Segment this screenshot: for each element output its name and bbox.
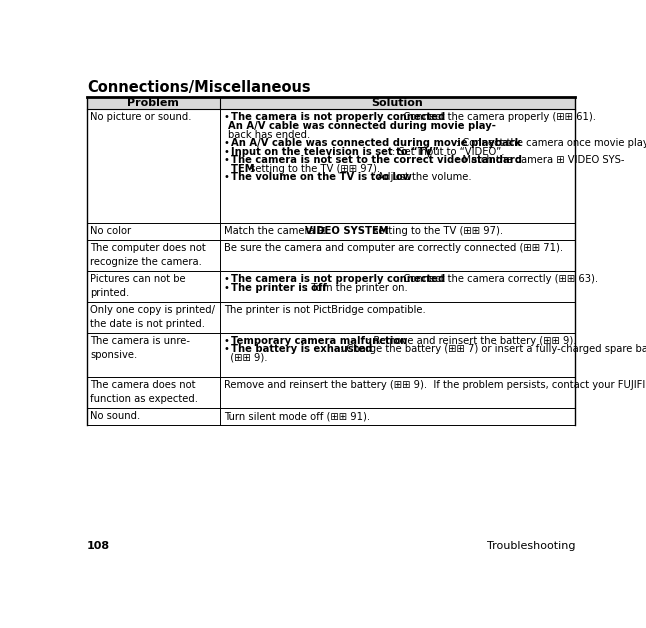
Text: No sound.: No sound. [90, 411, 140, 421]
Text: back has ended.: back has ended. [229, 129, 311, 139]
Text: The camera is not properly connected: The camera is not properly connected [231, 112, 445, 122]
Text: setting to the TV (⊞⊞ 97).: setting to the TV (⊞⊞ 97). [247, 164, 380, 174]
Text: : Connect the camera properly (⊞⊞ 61).: : Connect the camera properly (⊞⊞ 61). [397, 112, 596, 122]
Text: The printer is off: The printer is off [231, 283, 326, 293]
Text: The camera does not
function as expected.: The camera does not function as expected… [90, 381, 198, 404]
Text: An A/V cable was connected during movie play-: An A/V cable was connected during movie … [229, 121, 496, 131]
Text: •: • [224, 274, 233, 284]
Text: : Turn the printer on.: : Turn the printer on. [305, 283, 408, 293]
Text: Problem: Problem [127, 98, 180, 108]
Text: VIDEO SYSTEM: VIDEO SYSTEM [306, 226, 389, 236]
Text: Turn silent mode off (⊞⊞ 91).: Turn silent mode off (⊞⊞ 91). [224, 411, 370, 421]
Text: The volume on the TV is too low: The volume on the TV is too low [231, 173, 412, 183]
Text: Temporary camera malfunction: Temporary camera malfunction [231, 335, 407, 345]
Text: •: • [224, 344, 233, 354]
Text: setting to the TV (⊞⊞ 97).: setting to the TV (⊞⊞ 97). [370, 226, 503, 236]
Text: The printer is not PictBridge compatible.: The printer is not PictBridge compatible… [224, 305, 425, 315]
Text: : Set input to “VIDEO”.: : Set input to “VIDEO”. [391, 147, 505, 157]
Text: •: • [224, 155, 233, 165]
Text: No picture or sound.: No picture or sound. [90, 112, 192, 122]
Text: Remove and reinsert the battery (⊞⊞ 9).  If the problem persists, contact your F: Remove and reinsert the battery (⊞⊞ 9). … [224, 381, 646, 390]
Text: TEM: TEM [224, 164, 255, 174]
Text: The camera is not set to the correct video standard: The camera is not set to the correct vid… [231, 155, 521, 165]
Text: : Match the camera ⊞ VIDEO SYS-: : Match the camera ⊞ VIDEO SYS- [456, 155, 625, 165]
Text: An A/V cable was connected during movie playback: An A/V cable was connected during movie … [231, 138, 521, 148]
Text: Troubleshooting: Troubleshooting [486, 541, 575, 551]
Text: Solution: Solution [371, 98, 423, 108]
Bar [87, 97, 575, 109]
Text: : Charge the battery (⊞⊞ 7) or insert a fully-charged spare battery: : Charge the battery (⊞⊞ 7) or insert a … [340, 344, 646, 354]
Text: (⊞⊞ 9).: (⊞⊞ 9). [224, 353, 267, 363]
Text: Only one copy is printed/
the date is not printed.: Only one copy is printed/ the date is no… [90, 305, 215, 329]
Text: •: • [224, 147, 233, 157]
Text: The computer does not
recognize the camera.: The computer does not recognize the came… [90, 243, 206, 268]
Text: : Connect the camera correctly (⊞⊞ 63).: : Connect the camera correctly (⊞⊞ 63). [397, 274, 598, 284]
Text: The battery is exhausted: The battery is exhausted [231, 344, 372, 354]
Text: •: • [224, 335, 233, 345]
Text: •: • [224, 112, 233, 122]
Text: Input on the television is set to “TV”: Input on the television is set to “TV” [231, 147, 439, 157]
Text: : Adjust the volume.: : Adjust the volume. [371, 173, 472, 183]
Text: Be sure the camera and computer are correctly connected (⊞⊞ 71).: Be sure the camera and computer are corr… [224, 243, 563, 253]
Text: •: • [224, 138, 233, 148]
Text: No color: No color [90, 226, 131, 236]
Text: Connections/Miscellaneous: Connections/Miscellaneous [87, 80, 311, 95]
Text: Pictures can not be
printed.: Pictures can not be printed. [90, 274, 185, 298]
Text: 108: 108 [87, 541, 110, 551]
Text: : Remove and reinsert the battery (⊞⊞ 9).: : Remove and reinsert the battery (⊞⊞ 9)… [367, 335, 577, 345]
Text: The camera is unre-
sponsive.: The camera is unre- sponsive. [90, 335, 190, 360]
Text: Match the camera ⊞: Match the camera ⊞ [224, 226, 329, 236]
Text: The camera is not properly connected: The camera is not properly connected [231, 274, 445, 284]
Text: : Connect the camera once movie play-back has ended.: : Connect the camera once movie play-bac… [455, 138, 646, 148]
Text: •: • [224, 173, 233, 183]
Text: •: • [224, 283, 233, 293]
